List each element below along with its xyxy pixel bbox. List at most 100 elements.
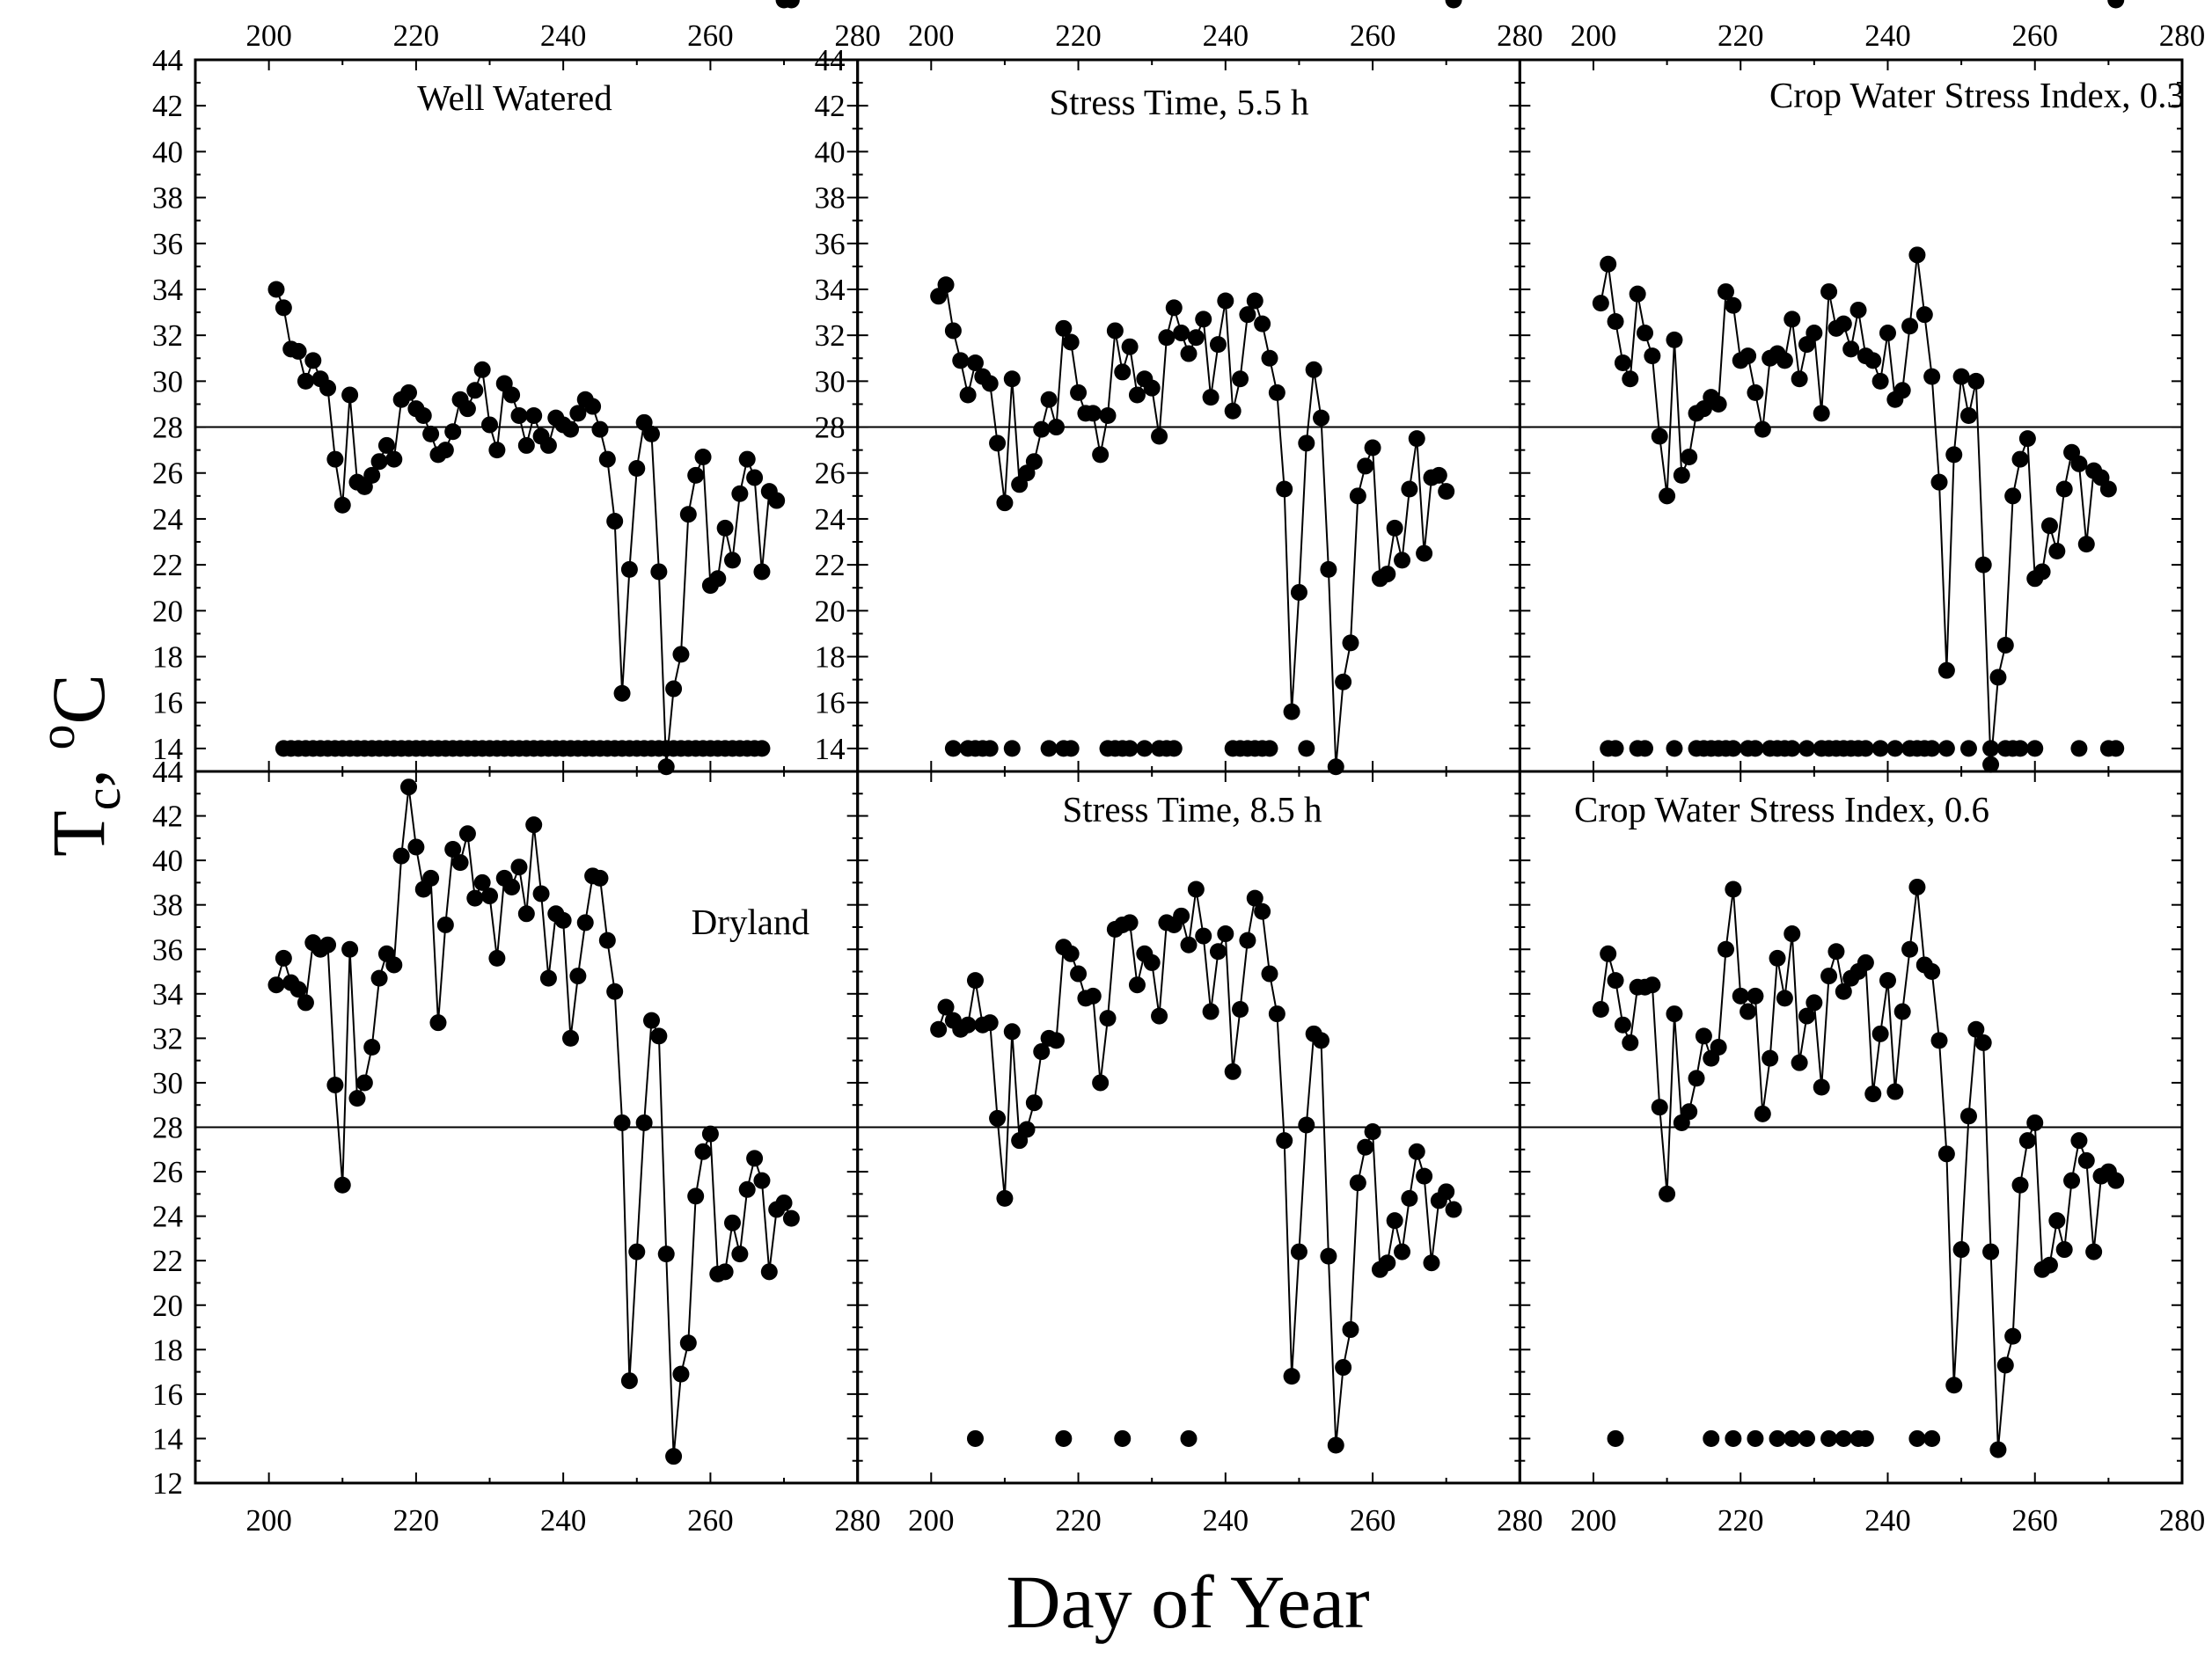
data-point bbox=[297, 994, 314, 1012]
data-point bbox=[1128, 976, 1146, 994]
y-axis-title: Tc, oC bbox=[28, 674, 131, 857]
data-point bbox=[1394, 552, 1411, 569]
y-tick-label: 44 bbox=[815, 43, 846, 77]
data-point bbox=[760, 1263, 778, 1281]
data-point bbox=[1725, 296, 1742, 314]
data-point bbox=[2070, 455, 2088, 472]
data-point bbox=[1062, 333, 1080, 351]
data-point bbox=[348, 1090, 366, 1107]
data-point bbox=[1923, 963, 1941, 981]
data-point bbox=[635, 1114, 653, 1131]
data-point bbox=[1327, 1436, 1344, 1454]
stress-marker bbox=[1298, 740, 1315, 757]
data-point bbox=[1313, 409, 1330, 427]
data-point bbox=[422, 425, 440, 442]
y-tick-label: 30 bbox=[152, 364, 183, 398]
data-point bbox=[333, 496, 351, 514]
panel-4: 12 14 16 18 20 22 24 26 28 30 32 34 36 38 40 42 44 200 220… bbox=[152, 755, 881, 1538]
data-point bbox=[1364, 439, 1381, 457]
data-point bbox=[1445, 1201, 1462, 1218]
y-tick-label: 24 bbox=[152, 502, 183, 537]
data-point bbox=[2070, 1132, 2088, 1150]
stress-marker bbox=[1180, 1429, 1198, 1447]
stress-marker bbox=[981, 740, 999, 757]
data-point bbox=[1805, 994, 1823, 1012]
y-tick-label: 40 bbox=[152, 844, 183, 878]
data-point bbox=[1386, 519, 1403, 537]
data-point bbox=[768, 492, 786, 509]
data-point bbox=[613, 1114, 631, 1131]
data-point bbox=[2107, 0, 2125, 9]
data-point bbox=[738, 450, 756, 468]
data-point bbox=[1710, 1038, 1727, 1056]
data-point bbox=[665, 1448, 683, 1465]
x-tick-label-top: 280 bbox=[2159, 18, 2206, 53]
data-point bbox=[1018, 1121, 1036, 1138]
data-point bbox=[289, 342, 307, 360]
data-point bbox=[436, 916, 454, 933]
data-point bbox=[1644, 976, 1661, 994]
data-point bbox=[1908, 246, 1926, 264]
data-point bbox=[959, 1016, 977, 1034]
data-point bbox=[1033, 420, 1051, 438]
data-point bbox=[775, 1194, 793, 1211]
x-tick-label-bottom: 240 bbox=[1864, 1503, 1911, 1538]
data-point bbox=[2048, 542, 2066, 559]
y-tick-label: 12 bbox=[152, 1466, 183, 1501]
data-point bbox=[562, 1029, 580, 1047]
data-point bbox=[1827, 943, 1845, 961]
y-tick-label: 18 bbox=[152, 1333, 183, 1367]
stress-marker bbox=[1607, 1429, 1624, 1447]
data-point bbox=[1908, 878, 1926, 895]
data-point bbox=[488, 949, 506, 967]
data-point bbox=[429, 1014, 447, 1032]
data-point bbox=[1717, 940, 1734, 958]
x-tick-label-bottom: 200 bbox=[245, 1503, 292, 1538]
stress-marker bbox=[1114, 1429, 1132, 1447]
data-point bbox=[562, 420, 580, 438]
data-point bbox=[1195, 311, 1212, 328]
y-tick-label: 44 bbox=[152, 43, 183, 77]
data-point bbox=[1659, 1185, 1676, 1202]
data-point bbox=[937, 998, 955, 1016]
data-point bbox=[1791, 1054, 1808, 1071]
data-point bbox=[694, 1143, 712, 1160]
data-point bbox=[326, 1076, 344, 1093]
data-point bbox=[2011, 1176, 2029, 1194]
data-point bbox=[1651, 427, 1668, 445]
y-tick-label: 24 bbox=[815, 502, 846, 537]
data-point bbox=[2107, 1172, 2125, 1189]
data-point bbox=[1386, 1212, 1403, 1230]
data-point bbox=[613, 684, 631, 702]
data-point bbox=[650, 1027, 668, 1045]
data-point bbox=[716, 1263, 734, 1281]
series-line bbox=[275, 289, 778, 767]
x-tick-label-bottom: 240 bbox=[540, 1503, 587, 1538]
data-point bbox=[517, 905, 535, 923]
y-tick-label: 20 bbox=[152, 594, 183, 628]
data-point bbox=[319, 936, 337, 954]
data-point bbox=[1047, 1032, 1065, 1049]
x-tick-label-top: 220 bbox=[393, 18, 440, 53]
x-tick-label-bottom: 260 bbox=[1350, 1503, 1396, 1538]
data-point bbox=[2040, 1256, 2058, 1274]
data-point bbox=[1871, 372, 1889, 390]
data-point bbox=[1180, 936, 1198, 954]
data-point bbox=[1871, 1025, 1889, 1042]
data-point bbox=[488, 442, 506, 459]
data-point bbox=[606, 513, 624, 530]
stress-marker bbox=[1003, 740, 1021, 757]
x-tick-label-top: 220 bbox=[1718, 18, 1764, 53]
data-point bbox=[591, 869, 609, 887]
data-point bbox=[2004, 487, 2022, 505]
x-tick-label-bottom: 220 bbox=[393, 1503, 440, 1538]
stress-marker bbox=[1923, 740, 1941, 757]
y-tick-label: 34 bbox=[815, 273, 846, 307]
data-point bbox=[1084, 987, 1102, 1005]
data-point bbox=[606, 983, 624, 1000]
data-point bbox=[1232, 1001, 1249, 1019]
data-point bbox=[1732, 987, 1749, 1005]
data-point bbox=[598, 932, 616, 949]
data-point bbox=[363, 1038, 381, 1056]
